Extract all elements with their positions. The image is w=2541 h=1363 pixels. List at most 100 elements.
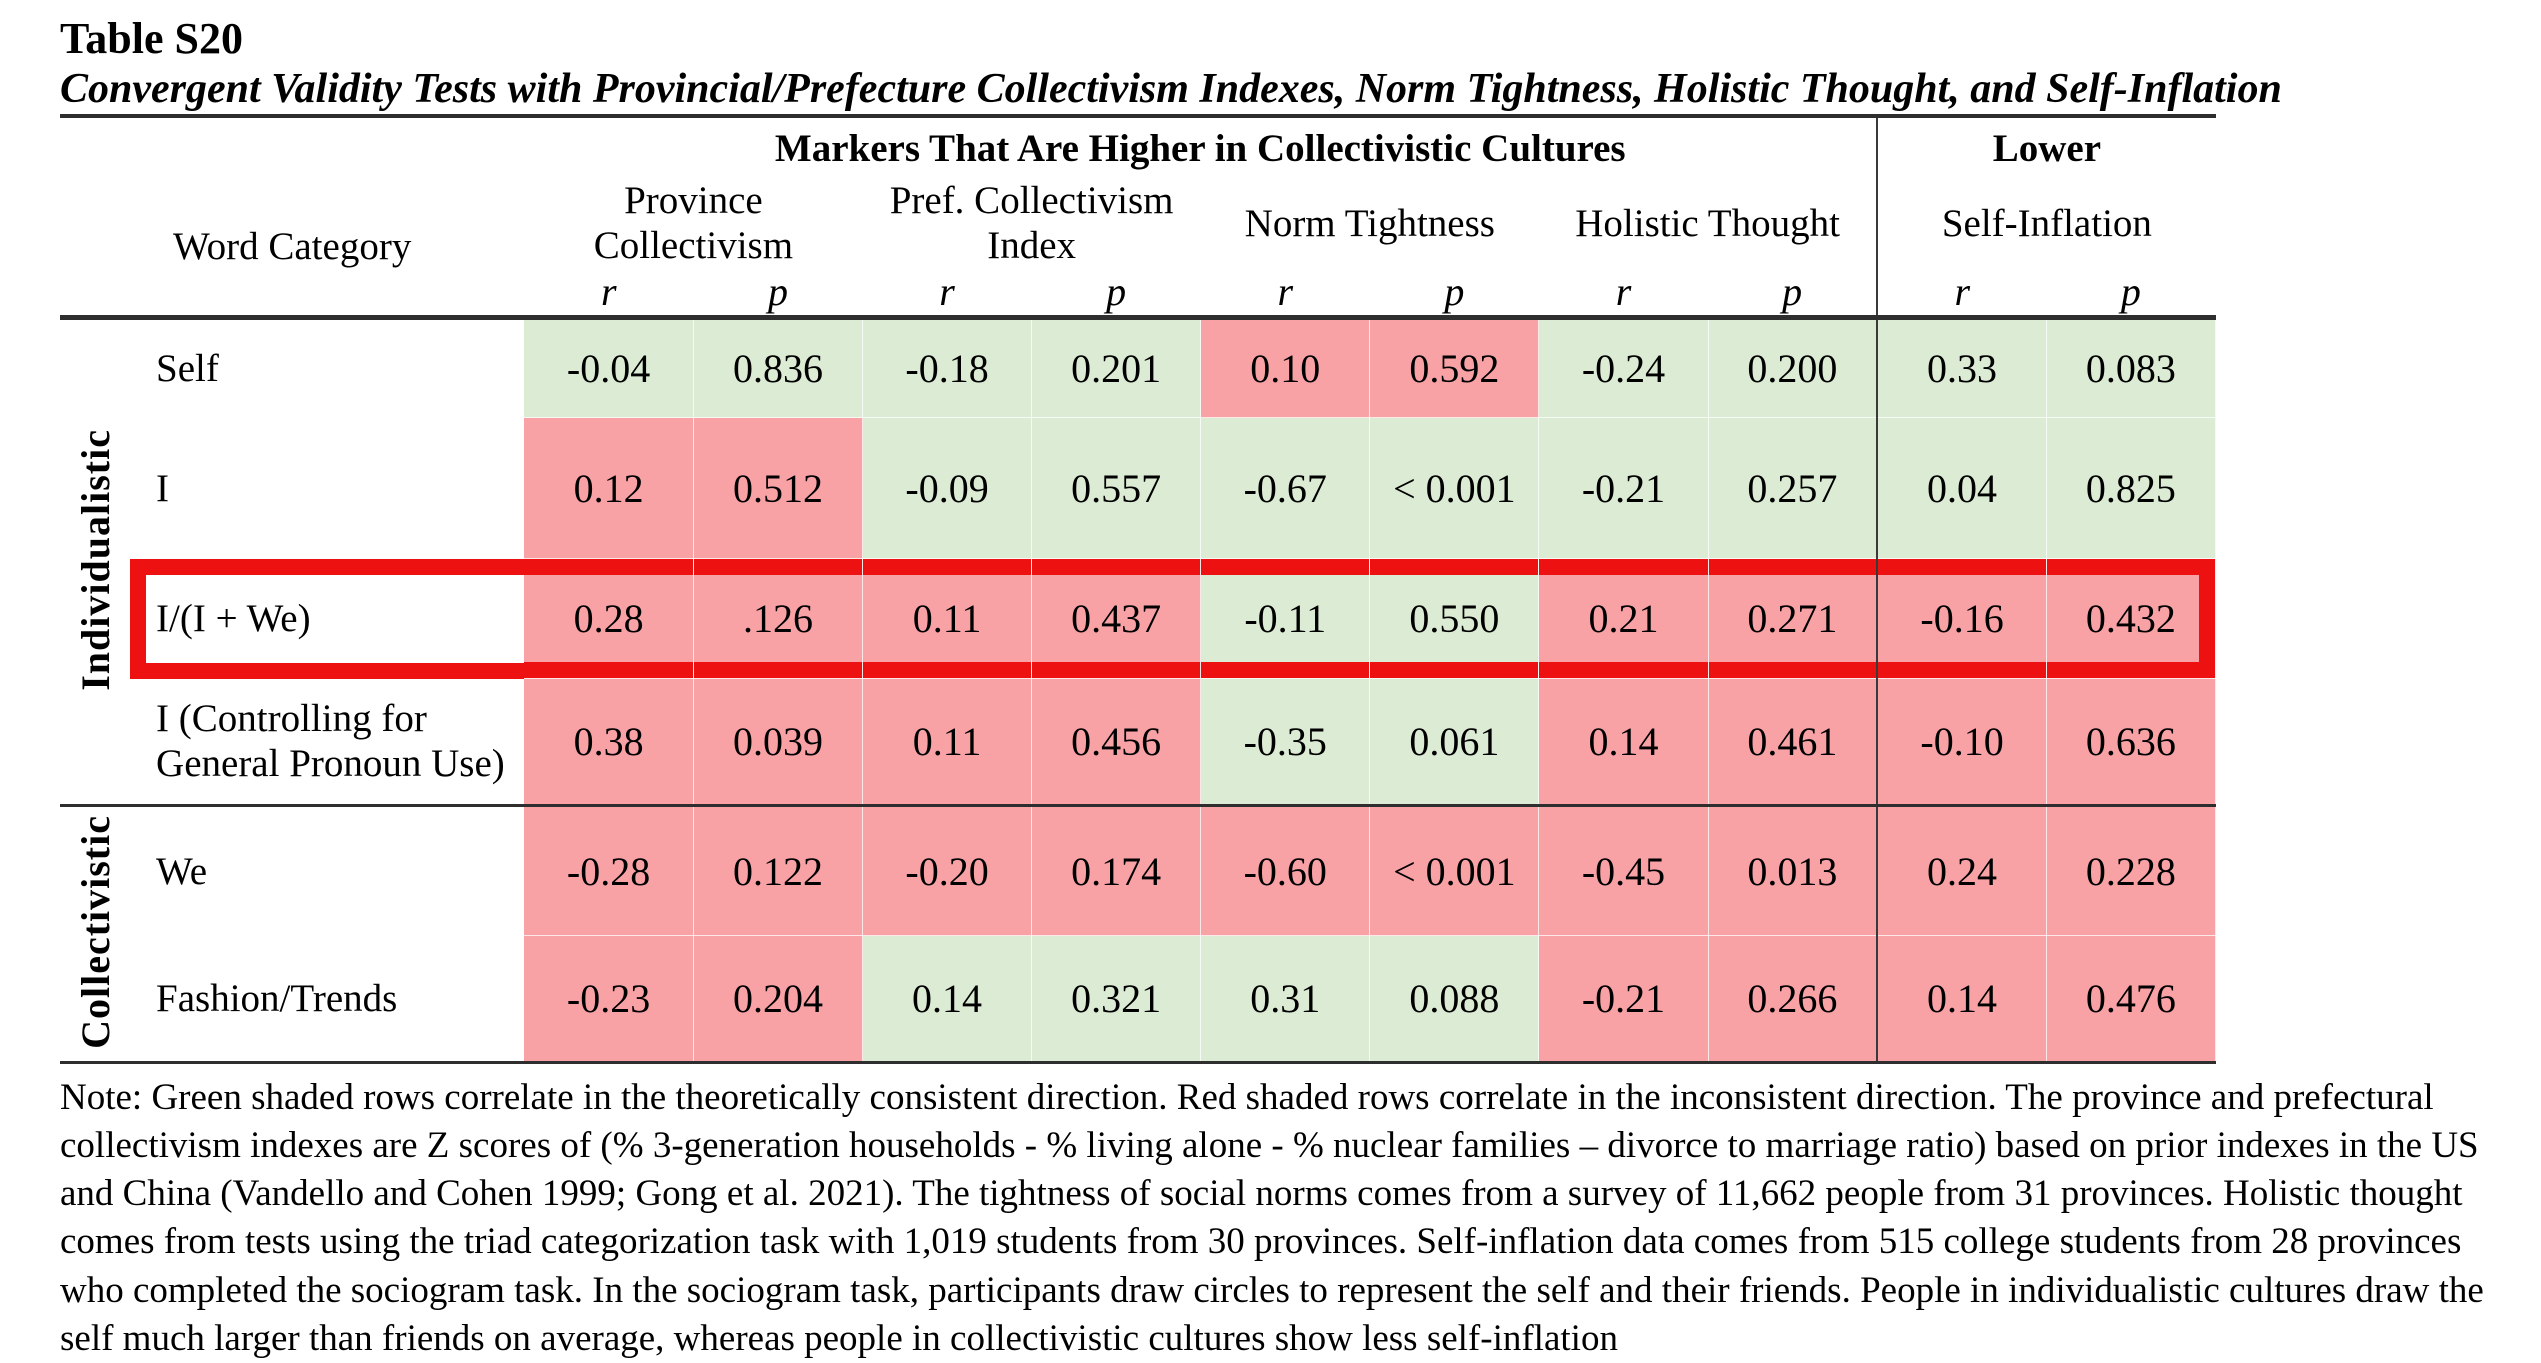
group-label-text: Collectivistic bbox=[72, 814, 118, 1049]
value-cell: 0.10 bbox=[1200, 317, 1371, 419]
value-cell: 0.11 bbox=[862, 678, 1033, 808]
measure-header-province-collectivism: Province Collectivism bbox=[593, 179, 794, 268]
value-cell: 0.14 bbox=[1538, 678, 1709, 808]
value-cell: 0.557 bbox=[1031, 417, 1202, 560]
highlighted-table-row: I/(I + We) 0.28 .126 0.11 0.437 -0.11 0.… bbox=[60, 558, 2217, 680]
value-cell: .126 bbox=[693, 558, 864, 680]
value-cell: 0.083 bbox=[2046, 317, 2217, 419]
value-cell: 0.456 bbox=[1031, 678, 1202, 808]
value-cell: 0.33 bbox=[1876, 317, 2047, 419]
measure-header-norm-tightness: Norm Tightness bbox=[1244, 201, 1495, 245]
value-cell: -0.35 bbox=[1200, 678, 1371, 808]
value-cell: 0.039 bbox=[693, 678, 864, 808]
value-cell: 0.461 bbox=[1708, 678, 1878, 808]
value-cell: 0.21 bbox=[1538, 558, 1709, 680]
group-label-individualistic: Individualistic bbox=[60, 317, 131, 808]
table-subtitle: Convergent Validity Tests with Provincia… bbox=[60, 65, 2282, 112]
table-row: I 0.12 0.512 -0.09 0.557 -0.67 < 0.001 -… bbox=[60, 417, 2217, 560]
stat-header-p: p bbox=[1031, 268, 1201, 321]
blank-header-cell bbox=[60, 116, 524, 178]
word-category-cell: Fashion/Trends bbox=[130, 935, 525, 1065]
word-category-cell: Self bbox=[130, 317, 525, 418]
value-cell: -0.28 bbox=[524, 805, 694, 937]
value-cell: 0.04 bbox=[1876, 417, 2047, 560]
group-label-text: Individualistic bbox=[72, 428, 118, 691]
value-cell: 0.200 bbox=[1708, 317, 1878, 419]
value-cell: -0.60 bbox=[1200, 805, 1371, 937]
stat-header-r: r bbox=[1200, 268, 1370, 321]
value-cell: 0.28 bbox=[524, 558, 694, 680]
value-cell: 0.14 bbox=[862, 935, 1033, 1065]
value-cell: 0.592 bbox=[1369, 317, 1540, 419]
value-cell: < 0.001 bbox=[1369, 417, 1540, 560]
value-cell: 0.636 bbox=[2046, 678, 2217, 808]
value-cell: 0.122 bbox=[693, 805, 864, 937]
stat-header-p: p bbox=[1369, 268, 1539, 321]
value-cell: -0.21 bbox=[1538, 417, 1709, 560]
value-cell: 0.836 bbox=[693, 317, 864, 419]
value-cell: -0.21 bbox=[1538, 935, 1709, 1065]
value-cell: 0.061 bbox=[1369, 678, 1540, 808]
header-row-measures: Word Category Province Collectivism Pref… bbox=[60, 178, 2216, 321]
table-row: Individualistic Self -0.04 0.836 -0.18 0… bbox=[60, 317, 2217, 808]
value-cell: -0.20 bbox=[862, 805, 1033, 937]
header-row-span: Markers That Are Higher in Collectivisti… bbox=[60, 116, 2216, 179]
stat-header-p: p bbox=[2046, 268, 2216, 321]
value-cell: 0.14 bbox=[1876, 935, 2047, 1065]
word-category-cell: I/(I + We) bbox=[130, 558, 525, 679]
value-cell: -0.11 bbox=[1200, 558, 1371, 680]
word-category-header: Word Category bbox=[60, 178, 525, 321]
value-cell: -0.16 bbox=[1876, 558, 2047, 680]
stat-header-r: r bbox=[1538, 268, 1709, 321]
group-label-collectivistic: Collectivistic bbox=[60, 805, 131, 1065]
value-cell: 0.550 bbox=[1369, 558, 1540, 680]
markers-header: Markers That Are Higher in Collectivisti… bbox=[774, 126, 1626, 170]
value-cell: -0.24 bbox=[1538, 317, 1709, 419]
value-cell: 0.38 bbox=[524, 678, 694, 808]
value-cell: 0.271 bbox=[1708, 558, 1878, 680]
value-cell: -0.04 bbox=[524, 317, 694, 419]
value-cell: -0.10 bbox=[1876, 678, 2047, 808]
measure-header-pref-collectivism-index: Pref. Collectivism Index bbox=[889, 179, 1174, 268]
word-category-cell: We bbox=[130, 805, 525, 936]
stat-header-r: r bbox=[862, 268, 1032, 321]
value-cell: 0.266 bbox=[1708, 935, 1878, 1065]
value-cell: 0.321 bbox=[1031, 935, 1202, 1065]
table-note: Note: Green shaded rows correlate in the… bbox=[60, 1077, 2484, 1359]
value-cell: 0.204 bbox=[693, 935, 864, 1065]
value-cell: -0.18 bbox=[862, 317, 1033, 419]
page-title: Table S20 bbox=[60, 14, 244, 63]
value-cell: 0.512 bbox=[693, 417, 864, 560]
value-cell: 0.825 bbox=[2046, 417, 2217, 560]
value-cell: 0.228 bbox=[2046, 805, 2217, 937]
value-cell: 0.12 bbox=[524, 417, 694, 560]
table-row: Fashion/Trends -0.23 0.204 0.14 0.321 0.… bbox=[60, 935, 2217, 1065]
word-category-cell: I bbox=[130, 417, 525, 559]
value-cell: -0.09 bbox=[862, 417, 1033, 560]
value-cell: 0.24 bbox=[1876, 805, 2047, 937]
value-cell: -0.45 bbox=[1538, 805, 1709, 937]
stat-header-p: p bbox=[693, 268, 863, 321]
value-cell: < 0.001 bbox=[1369, 805, 1540, 937]
value-cell: -0.67 bbox=[1200, 417, 1371, 560]
stat-header-p: p bbox=[1708, 268, 1878, 321]
header-row-stats: r p r p r p r p r p bbox=[60, 268, 2216, 321]
value-cell: -0.23 bbox=[524, 935, 694, 1065]
value-cell: 0.201 bbox=[1031, 317, 1202, 419]
value-cell: 0.437 bbox=[1031, 558, 1202, 680]
word-category-cell: I (Controlling for General Pronoun Use) bbox=[130, 678, 525, 808]
lower-header: Lower bbox=[1876, 116, 2216, 179]
value-cell: 0.31 bbox=[1200, 935, 1371, 1065]
stat-header-r: r bbox=[1876, 268, 2047, 321]
table-row: Collectivistic We -0.28 0.122 -0.20 0.17… bbox=[60, 805, 2217, 1065]
measure-header-self-inflation: Self-Inflation bbox=[1876, 178, 2216, 269]
stat-header-r: r bbox=[524, 268, 694, 321]
measure-header-holistic-thought: Holistic Thought bbox=[1575, 201, 1840, 245]
value-cell: 0.476 bbox=[2046, 935, 2217, 1065]
value-cell: 0.088 bbox=[1369, 935, 1540, 1065]
table-row: I (Controlling for General Pronoun Use) … bbox=[60, 678, 2217, 808]
value-cell: 0.174 bbox=[1031, 805, 1202, 937]
value-cell: 0.013 bbox=[1708, 805, 1878, 937]
value-cell: 0.11 bbox=[862, 558, 1033, 680]
validity-table: Markers That Are Higher in Collectivisti… bbox=[60, 114, 2217, 1065]
